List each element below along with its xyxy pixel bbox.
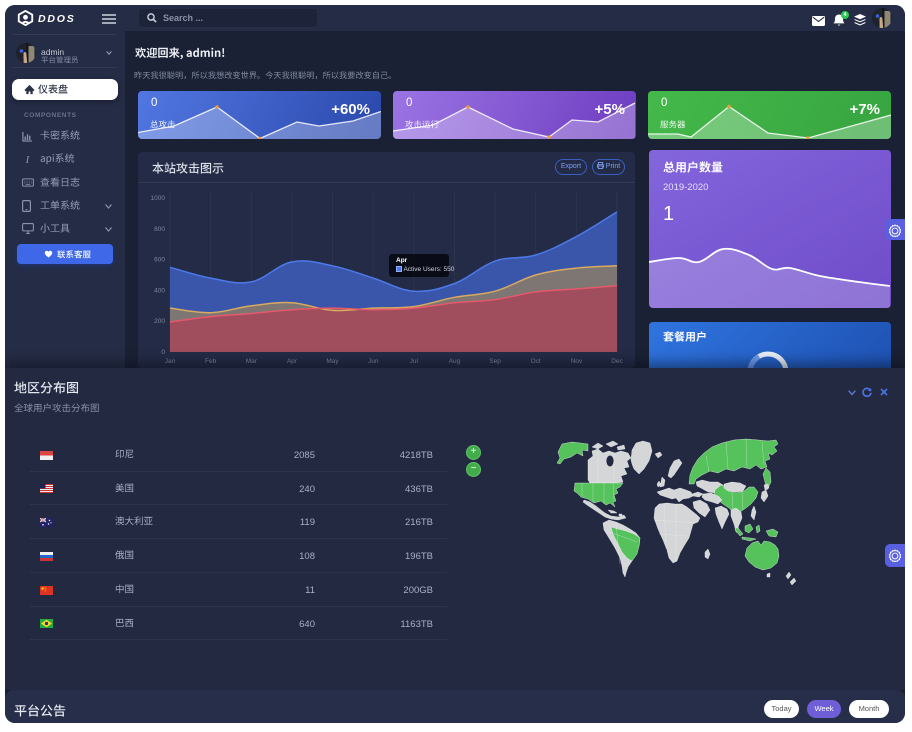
svg-text:May: May [326,358,339,365]
svg-text:Oct: Oct [531,358,541,365]
svg-text:Sep: Sep [489,358,501,365]
svg-text:Jul: Jul [410,358,419,365]
svg-text:200: 200 [154,318,165,325]
svg-text:400: 400 [154,287,165,294]
svg-text:Jan: Jan [165,358,176,365]
svg-text:0: 0 [161,349,165,356]
svg-text:600: 600 [154,257,165,264]
svg-text:1000: 1000 [151,195,166,202]
svg-text:I: I [25,154,31,165]
svg-text:Jun: Jun [368,358,379,365]
svg-text:Apr: Apr [287,358,298,365]
svg-text:Feb: Feb [205,358,217,365]
svg-text:Nov: Nov [571,358,583,365]
svg-text:Aug: Aug [449,358,461,365]
svg-text:800: 800 [154,226,165,233]
svg-text:Dec: Dec [611,358,623,365]
svg-text:Mar: Mar [246,358,258,365]
